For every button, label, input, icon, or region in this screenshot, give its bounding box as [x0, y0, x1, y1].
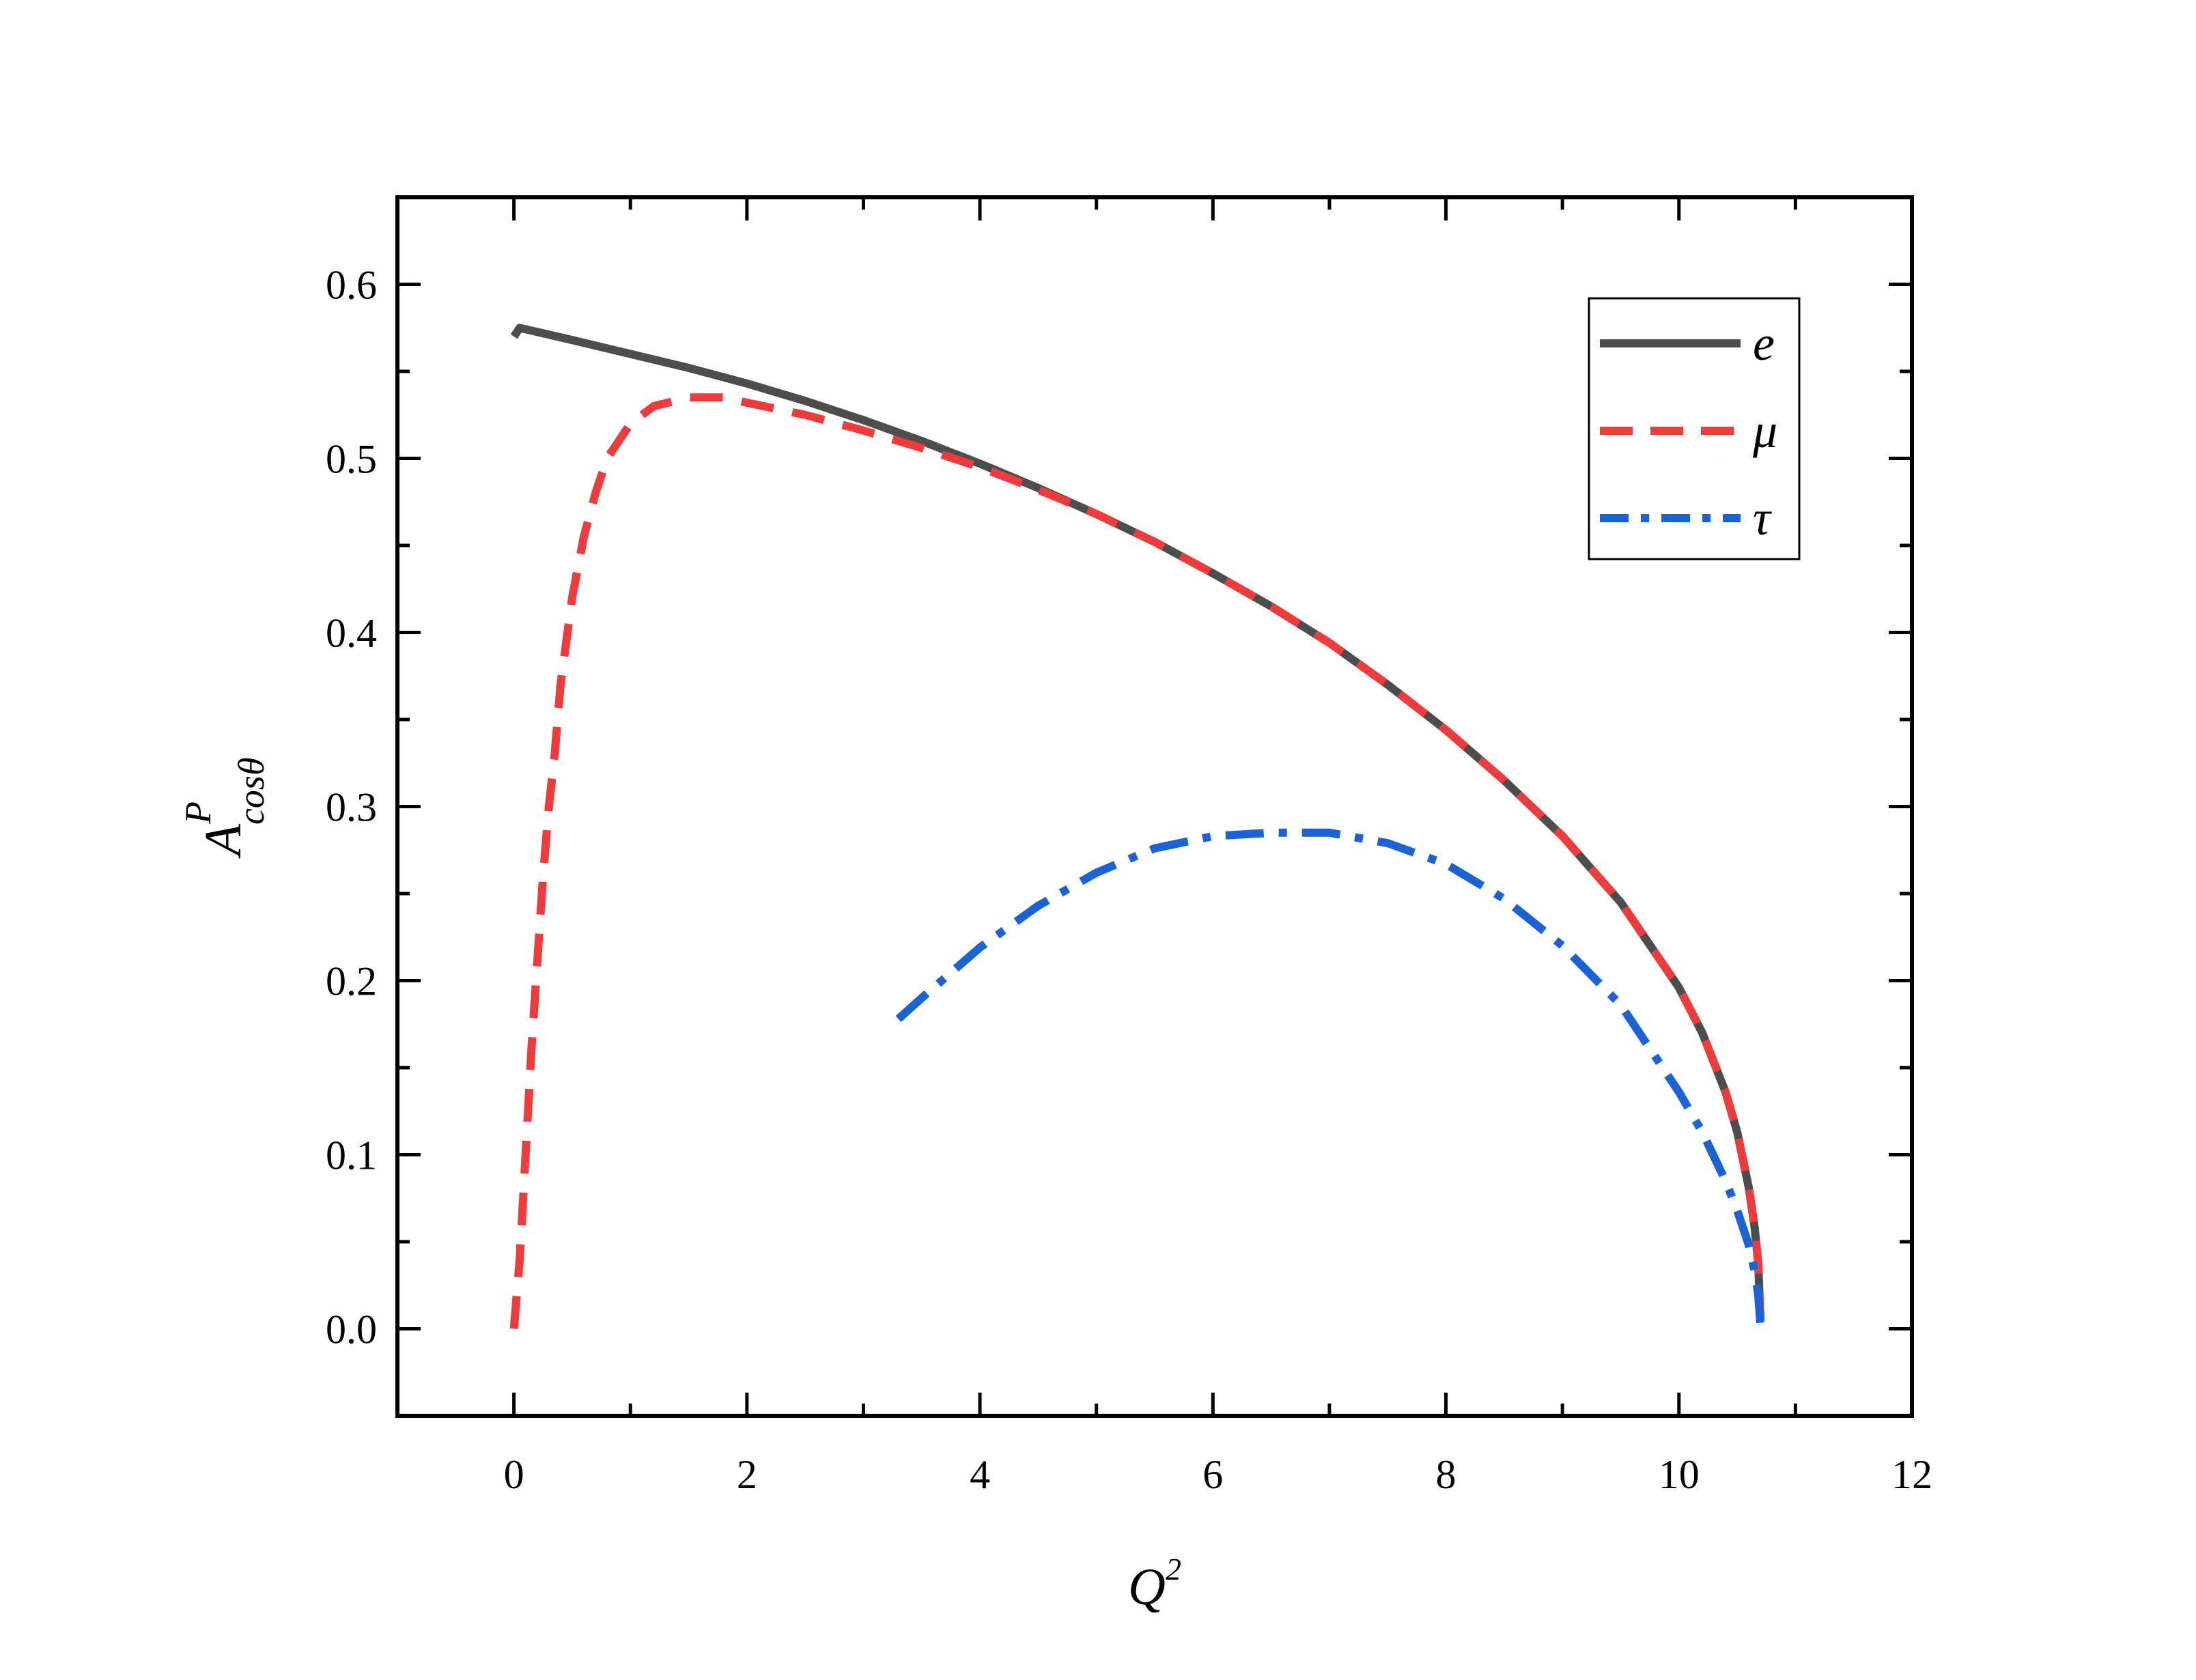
x-tick-label: 6	[1202, 1452, 1223, 1497]
y-tick-label: 0.4	[326, 611, 377, 656]
x-tick-label: 12	[1891, 1452, 1932, 1497]
x-axis-title-main: Q	[1128, 1558, 1166, 1616]
y-tick-label: 0.1	[326, 1133, 377, 1178]
y-tick-label: 0.3	[326, 785, 377, 830]
series-layer	[509, 324, 1765, 1329]
tick-labels-layer: 0 2 4 6 8 10 12 0.0 0.1 0.2 0.3 0.4 0.5 0.6	[326, 263, 1932, 1498]
series-line-2	[895, 828, 1765, 1326]
legend-label-2: τ	[1753, 491, 1772, 545]
y-axis-title-subscript: cosθ	[231, 758, 272, 825]
x-tick-label: 10	[1659, 1452, 1700, 1497]
y-tick-label: 0.2	[326, 959, 377, 1004]
y-axis-title: AP cosθ	[178, 758, 272, 859]
legend-label-0: e	[1753, 316, 1775, 371]
x-tick-label: 8	[1436, 1452, 1456, 1497]
x-axis-title: Q2	[1128, 1552, 1181, 1616]
y-tick-label: 0.6	[326, 263, 377, 308]
x-tick-label: 0	[504, 1452, 524, 1497]
series-line-1	[509, 393, 1765, 1329]
x-tick-label: 2	[737, 1452, 757, 1497]
y-axis-title-superscript: P	[178, 801, 219, 825]
plot-frame	[395, 195, 1914, 1418]
legend-label-1: μ	[1752, 403, 1777, 458]
y-tick-label: 0.0	[326, 1307, 377, 1352]
x-axis-title-superscript: 2	[1166, 1552, 1181, 1586]
x-tick-label: 4	[970, 1452, 990, 1497]
y-tick-label: 0.5	[326, 437, 377, 482]
y-axis-title-main: A	[195, 823, 252, 859]
legend: eμτ	[1588, 297, 1801, 560]
